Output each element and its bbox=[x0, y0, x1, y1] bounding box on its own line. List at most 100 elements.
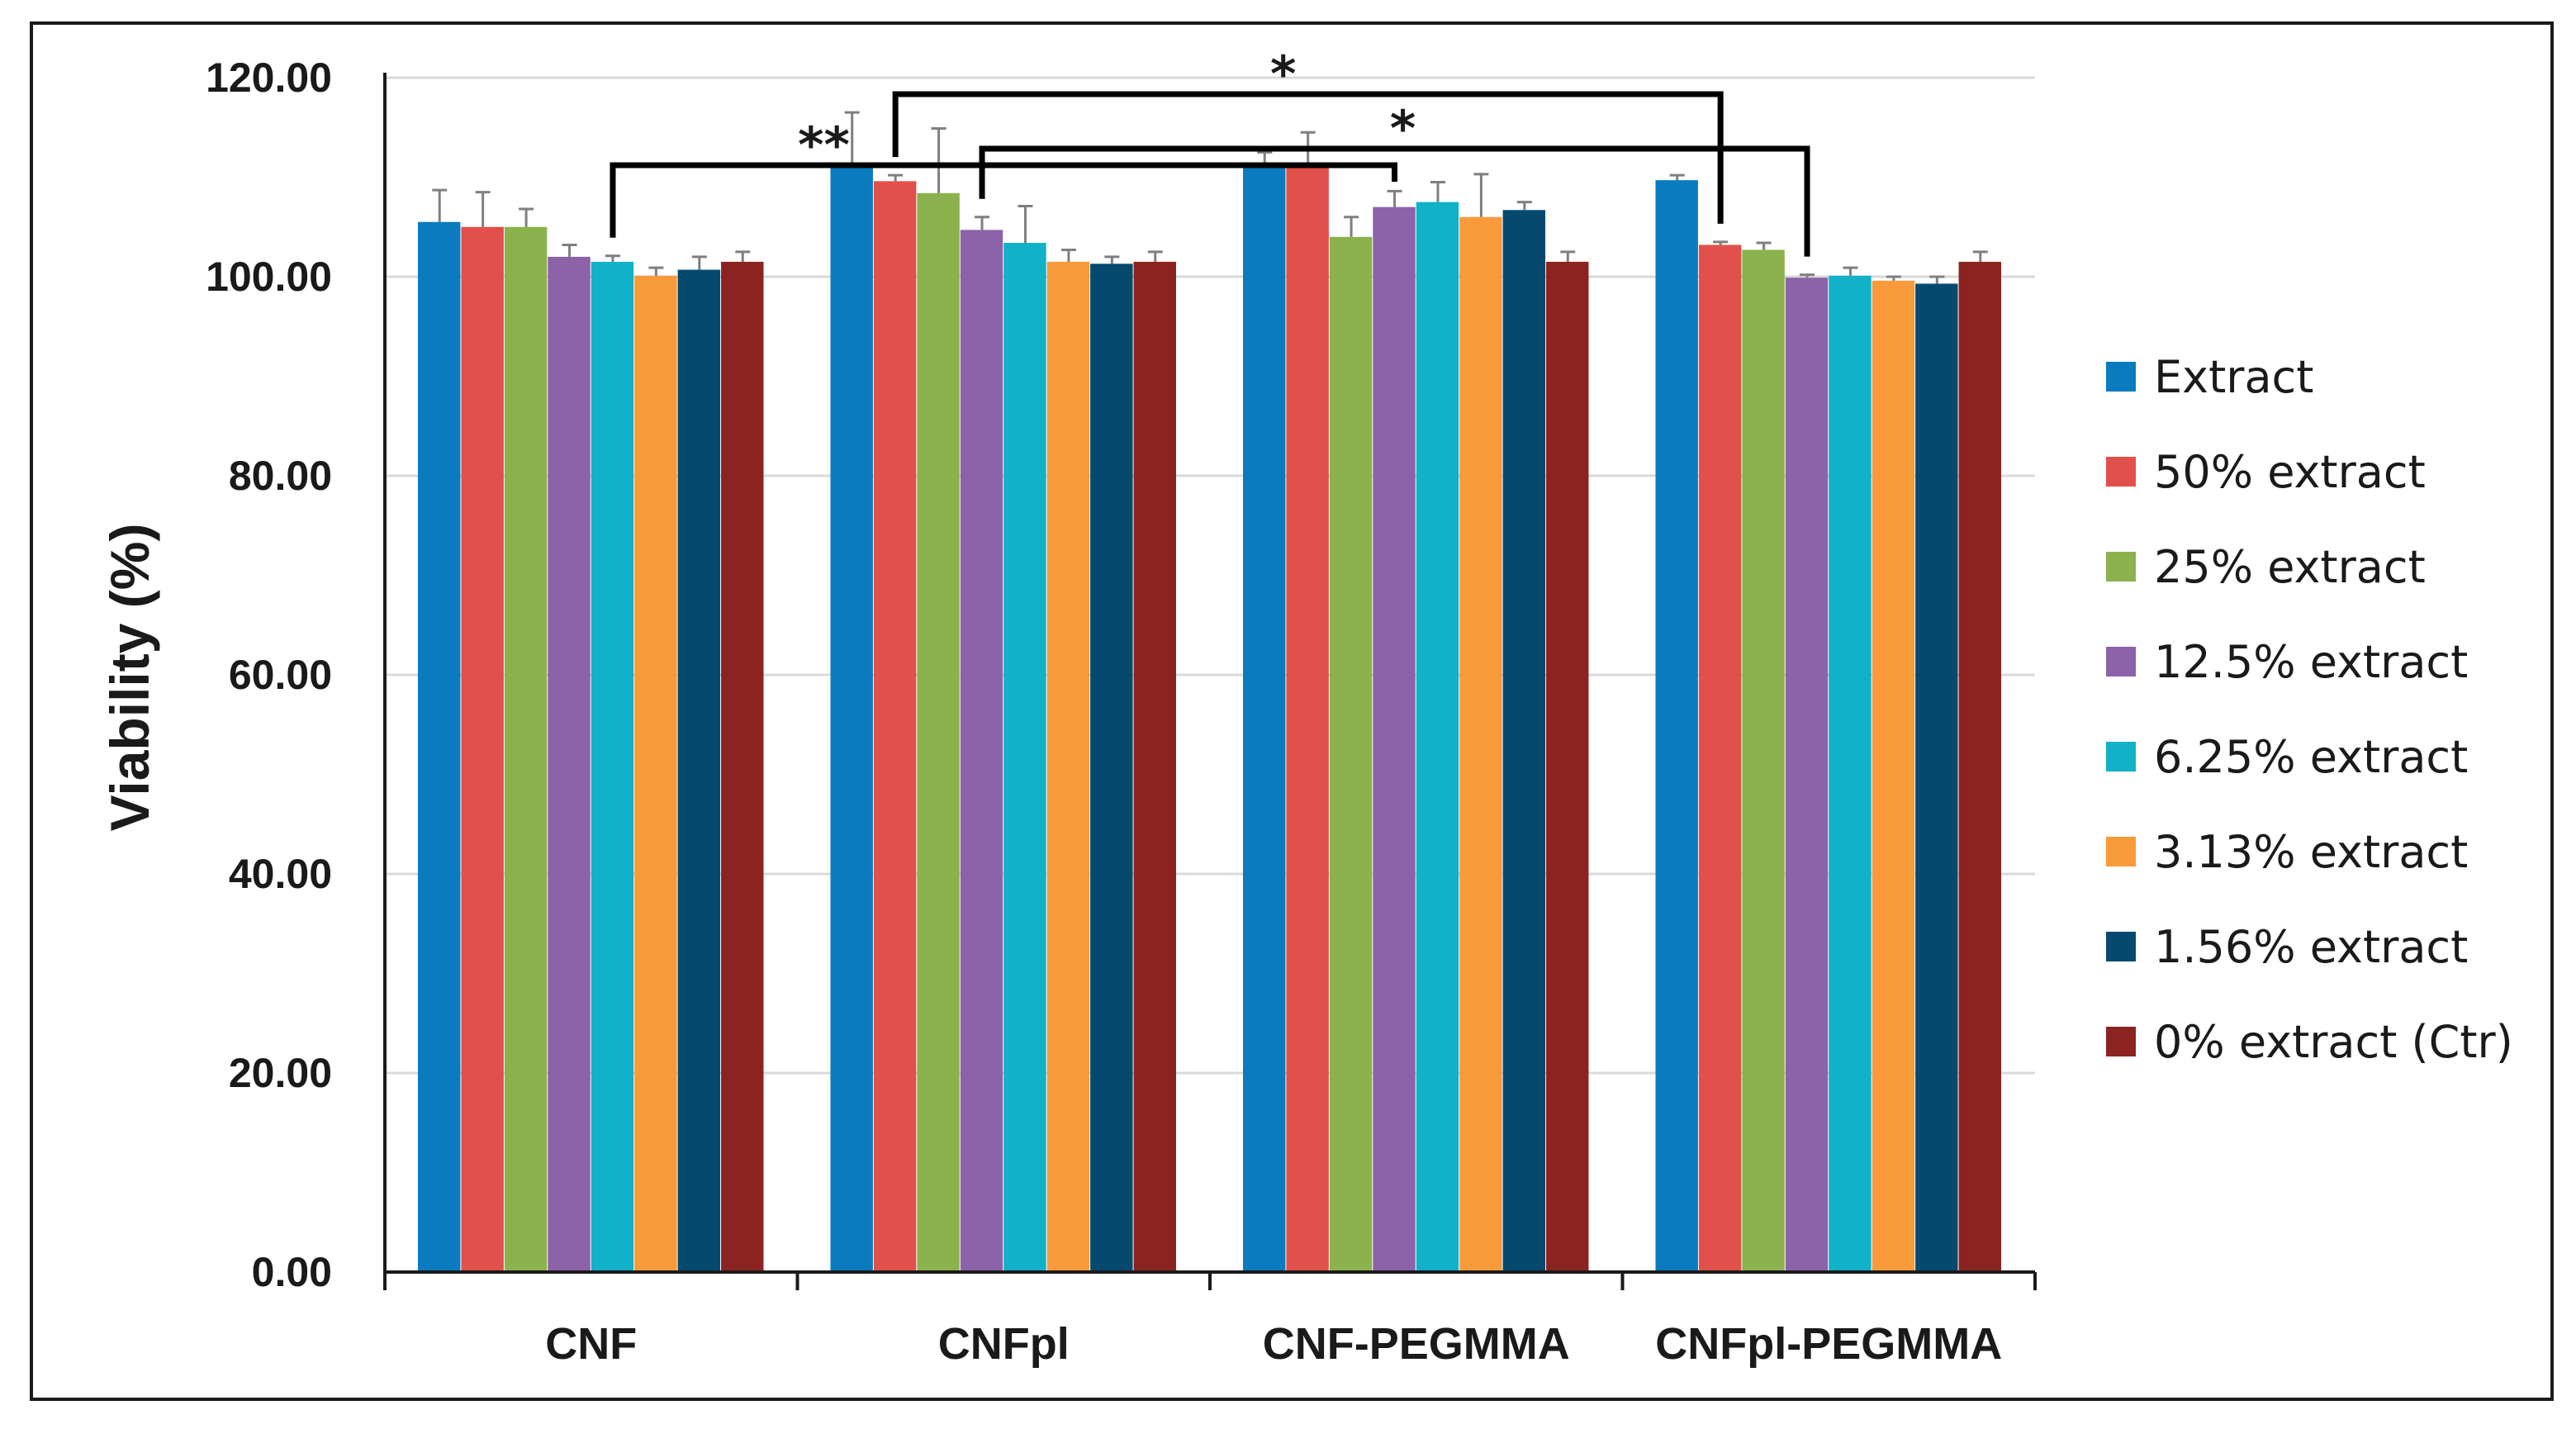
legend-label: 25% extract bbox=[2154, 541, 2426, 593]
legend-item: 3.13% extract bbox=[2106, 826, 2468, 878]
significance-bracket: ** bbox=[610, 116, 1398, 238]
bar-cnfpl-5 bbox=[1046, 261, 1090, 1272]
bar-cnfpl-3 bbox=[960, 230, 1003, 1272]
legend-item: 25% extract bbox=[2106, 541, 2426, 593]
bar-cnf-pegmma-5 bbox=[1459, 216, 1502, 1273]
error-bar bbox=[1669, 173, 1685, 181]
legend-item: 12.5% extract bbox=[2106, 636, 2468, 688]
error-bar bbox=[475, 191, 491, 227]
significance-brackets: **** bbox=[610, 45, 1810, 257]
error-bar bbox=[648, 266, 664, 276]
bar-cnfpl-6 bbox=[1090, 263, 1133, 1273]
legend-swatch bbox=[2106, 457, 2136, 487]
error-bar bbox=[605, 254, 620, 262]
error-bar bbox=[1560, 250, 1576, 262]
error-bar bbox=[735, 250, 751, 262]
legend-label: 6.25% extract bbox=[2154, 731, 2468, 783]
legend: Extract 50% extract 25% extract 12.5% extra… bbox=[2106, 351, 2513, 1068]
legend-swatch bbox=[2106, 932, 2136, 961]
x-category-label: CNF bbox=[545, 1319, 637, 1369]
bar-cnfpl-1 bbox=[873, 181, 917, 1272]
bar-cnfpl-2 bbox=[917, 192, 960, 1272]
legend-swatch bbox=[2106, 837, 2136, 866]
y-axis-title: Viability (%) bbox=[99, 524, 160, 832]
legend-label: 12.5% extract bbox=[2154, 636, 2468, 688]
bar-cnf-3 bbox=[548, 256, 591, 1272]
bar-cnf-pegmma-2 bbox=[1329, 236, 1373, 1272]
legend-swatch bbox=[2106, 1027, 2136, 1056]
error-bar bbox=[1713, 240, 1729, 245]
error-bar bbox=[1104, 255, 1120, 264]
significance-label: * bbox=[1270, 45, 1296, 103]
error-bar bbox=[931, 126, 946, 193]
significance-bracket: * bbox=[979, 100, 1810, 257]
error-bar bbox=[432, 188, 448, 222]
error-bar bbox=[691, 255, 707, 270]
error-bar bbox=[1756, 241, 1772, 250]
bar-cnf-6 bbox=[677, 269, 721, 1273]
y-tick-label: 100.00 bbox=[206, 254, 332, 300]
legend-label: 3.13% extract bbox=[2154, 826, 2468, 878]
error-bar bbox=[1430, 181, 1445, 202]
bar-cnfpl-pegmma-5 bbox=[1872, 280, 1915, 1272]
bar-cnf-4 bbox=[591, 261, 634, 1272]
bar-cnf-pegmma-7 bbox=[1546, 261, 1589, 1272]
bar-cnfpl-4 bbox=[1003, 243, 1046, 1272]
error-bar bbox=[975, 216, 990, 230]
bar-cnfpl-pegmma-1 bbox=[1698, 244, 1742, 1273]
error-bar bbox=[519, 207, 534, 227]
legend-label: Extract bbox=[2154, 351, 2313, 403]
legend-label: 50% extract bbox=[2154, 446, 2426, 498]
bar-cnf-pegmma-6 bbox=[1502, 210, 1546, 1272]
bar-cnfpl-0 bbox=[830, 167, 873, 1273]
significance-label: * bbox=[1390, 100, 1416, 158]
bar-cnfpl-7 bbox=[1133, 261, 1176, 1272]
bar-cnfpl-pegmma-3 bbox=[1785, 278, 1829, 1273]
error-bar bbox=[1886, 275, 1901, 281]
legend-item: 6.25% extract bbox=[2106, 731, 2468, 783]
bar-cnf-pegmma-4 bbox=[1416, 202, 1459, 1272]
error-bar bbox=[1516, 201, 1532, 211]
error-bar bbox=[1387, 189, 1402, 207]
error-bar bbox=[1060, 248, 1076, 262]
error-bar bbox=[1843, 266, 1858, 276]
y-tick-label: 60.00 bbox=[229, 652, 332, 698]
bar-cnf-0 bbox=[418, 221, 461, 1273]
bar-cnf-pegmma-3 bbox=[1373, 207, 1416, 1272]
legend-item: 50% extract bbox=[2106, 446, 2426, 498]
y-tick-label: 20.00 bbox=[229, 1050, 332, 1096]
bar-cnfpl-pegmma-7 bbox=[1958, 261, 2001, 1272]
y-tick-label: 40.00 bbox=[229, 851, 332, 897]
legend-item: 1.56% extract bbox=[2106, 921, 2468, 973]
legend-item: Extract bbox=[2106, 351, 2313, 403]
legend-swatch bbox=[2106, 742, 2136, 771]
legend-label: 1.56% extract bbox=[2154, 921, 2468, 973]
significance-bracket: * bbox=[892, 45, 1724, 224]
bar-cnf-pegmma-1 bbox=[1286, 167, 1329, 1273]
error-bar bbox=[562, 243, 577, 257]
significance-label: ** bbox=[798, 116, 850, 174]
category-labels: CNF CNFpl CNF-PEGMMA CNFpl-PEGMMA bbox=[545, 1319, 2002, 1369]
error-bar bbox=[1018, 204, 1033, 244]
bar-cnf-7 bbox=[721, 261, 764, 1272]
bar-cnf-5 bbox=[634, 275, 677, 1272]
error-bar bbox=[1972, 250, 1988, 262]
legend-swatch bbox=[2106, 552, 2136, 582]
bar-cnfpl-pegmma-4 bbox=[1829, 275, 1872, 1272]
bar-cnf-2 bbox=[504, 226, 548, 1272]
error-bar bbox=[844, 111, 860, 168]
bar-cnfpl-pegmma-0 bbox=[1655, 180, 1698, 1273]
y-tick-label: 0.00 bbox=[252, 1249, 332, 1295]
x-category-label: CNF-PEGMMA bbox=[1263, 1319, 1570, 1369]
legend-swatch bbox=[2106, 647, 2136, 677]
legend-label: 0% extract (Ctr) bbox=[2154, 1016, 2513, 1068]
bars-layer bbox=[418, 167, 2001, 1273]
legend-item: 0% extract (Ctr) bbox=[2106, 1016, 2513, 1068]
error-bar bbox=[1800, 273, 1815, 278]
error-bar bbox=[1473, 173, 1489, 217]
y-tick-label: 80.00 bbox=[229, 453, 332, 499]
bar-cnf-1 bbox=[461, 226, 504, 1272]
error-bar bbox=[888, 173, 904, 182]
bar-cnfpl-pegmma-6 bbox=[1915, 283, 1958, 1272]
